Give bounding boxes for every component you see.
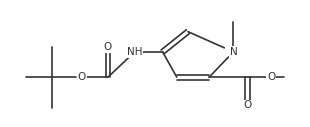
Text: O: O	[267, 72, 276, 82]
Text: N: N	[229, 47, 237, 57]
Text: NH: NH	[127, 47, 143, 57]
Text: O: O	[243, 100, 252, 110]
Text: O: O	[104, 42, 112, 52]
Text: O: O	[78, 72, 86, 82]
